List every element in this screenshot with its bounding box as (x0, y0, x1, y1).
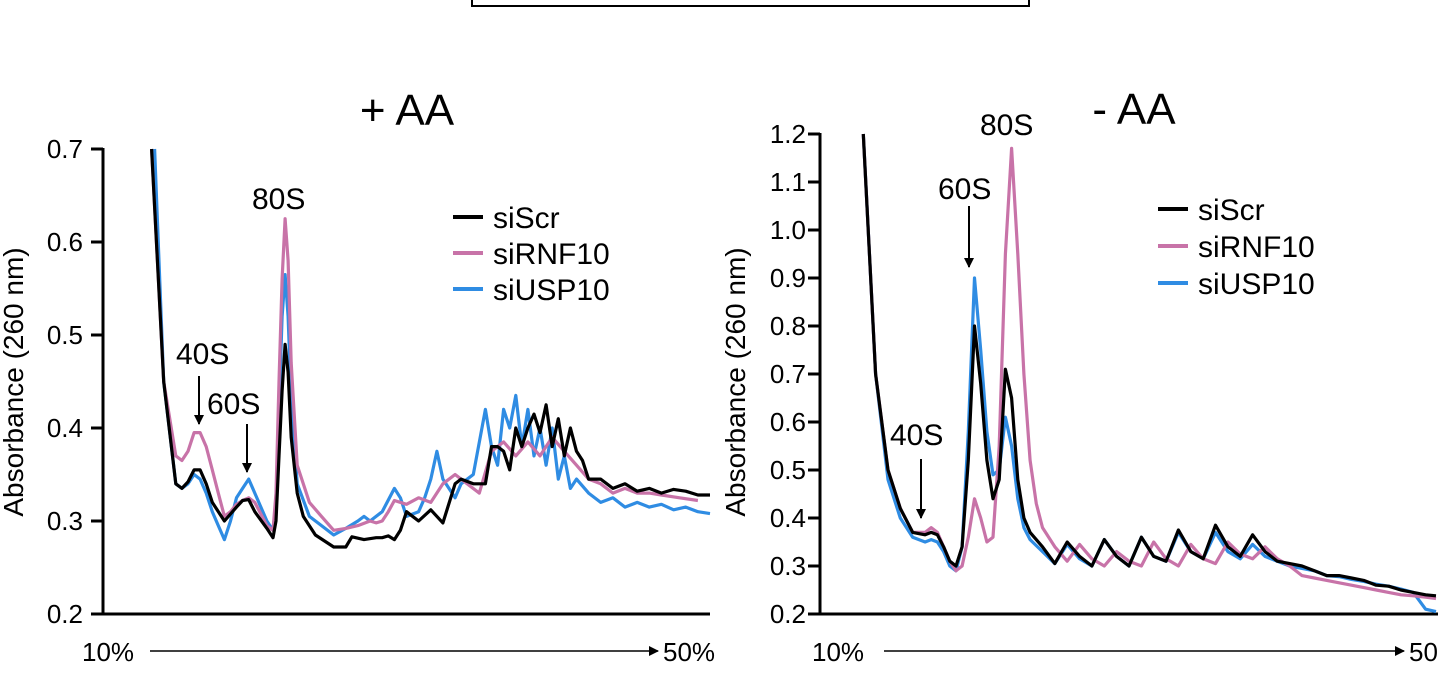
legend-label-siusp10: siUSP10 (1198, 268, 1315, 301)
legend-label-sirnf10: siRNF10 (493, 238, 610, 271)
peak-label-80s: 80S (980, 109, 1033, 142)
y-axis-ticks: 0.2 0.3 0.4 0.5 0.6 0.7 (47, 134, 103, 629)
peak-label-60s: 60S (207, 388, 260, 421)
y-tick-label: 0.4 (47, 413, 83, 443)
y-tick-label: 0.4 (770, 503, 806, 533)
y-tick-label: 0.2 (770, 599, 806, 629)
legend-label-sirnf10: siRNF10 (1198, 231, 1315, 264)
series-line-siusp10 (153, 148, 711, 542)
series-line-siscr (150, 148, 710, 549)
legend: siScr siRNF10 siUSP10 (1158, 194, 1315, 301)
y-tick-label: 0.7 (47, 134, 83, 164)
y-tick-label: 0.2 (47, 599, 83, 629)
legend-label-siscr: siScr (493, 202, 560, 235)
y-tick-label: 0.5 (770, 455, 806, 485)
y-axis-label: Absorbance (260 nm) (720, 247, 751, 516)
peak-label-40s: 40S (890, 419, 943, 452)
legend-label-siusp10: siUSP10 (493, 274, 610, 307)
series-line-sirnf10 (150, 148, 699, 532)
panel-title: + AA (360, 86, 455, 135)
y-axis-label: Absorbance (260 nm) (0, 247, 29, 516)
peak-annotations: 40S 60S 80S (890, 109, 1033, 519)
y-tick-label: 0.9 (770, 263, 806, 293)
y-tick-label: 0.6 (770, 407, 806, 437)
y-tick-label: 1.2 (770, 119, 806, 149)
y-tick-label: 0.6 (47, 227, 83, 257)
panel-title: - AA (1092, 85, 1176, 134)
y-tick-label: 0.8 (770, 311, 806, 341)
y-tick-label: 1.0 (770, 215, 806, 245)
gradient-end-label: 50% (1409, 637, 1438, 667)
y-tick-label: 0.5 (47, 320, 83, 350)
top-box-outline (471, 0, 1030, 7)
peak-label-40s: 40S (176, 338, 229, 371)
panel-minus-aa: - AA Absorbance (260 nm) 0.2 0.3 0.4 0.5 0.6… (720, 85, 1438, 667)
series-lines (150, 148, 711, 549)
series-lines (861, 133, 1437, 614)
peak-label-80s: 80S (252, 183, 305, 216)
peak-label-60s: 60S (938, 173, 991, 206)
y-tick-label: 0.7 (770, 359, 806, 389)
gradient-end-label: 50% (663, 637, 715, 667)
peak-annotations: 40S 60S 80S (176, 183, 305, 473)
series-line-siscr (861, 133, 1437, 598)
gradient-start-label: 10% (812, 637, 864, 667)
y-tick-label: 0.3 (47, 506, 83, 536)
panel-plus-aa: + AA Absorbance (260 nm) 0.2 0.3 0.4 0.5 0.6… (0, 86, 715, 667)
legend-label-siscr: siScr (1198, 194, 1265, 227)
gradient-start-label: 10% (82, 637, 134, 667)
y-axis-ticks: 0.2 0.3 0.4 0.5 0.6 0.7 0.8 0.9 1.0 1.1 1.2 (770, 119, 820, 629)
y-tick-label: 1.1 (770, 167, 806, 197)
y-tick-label: 0.3 (770, 551, 806, 581)
